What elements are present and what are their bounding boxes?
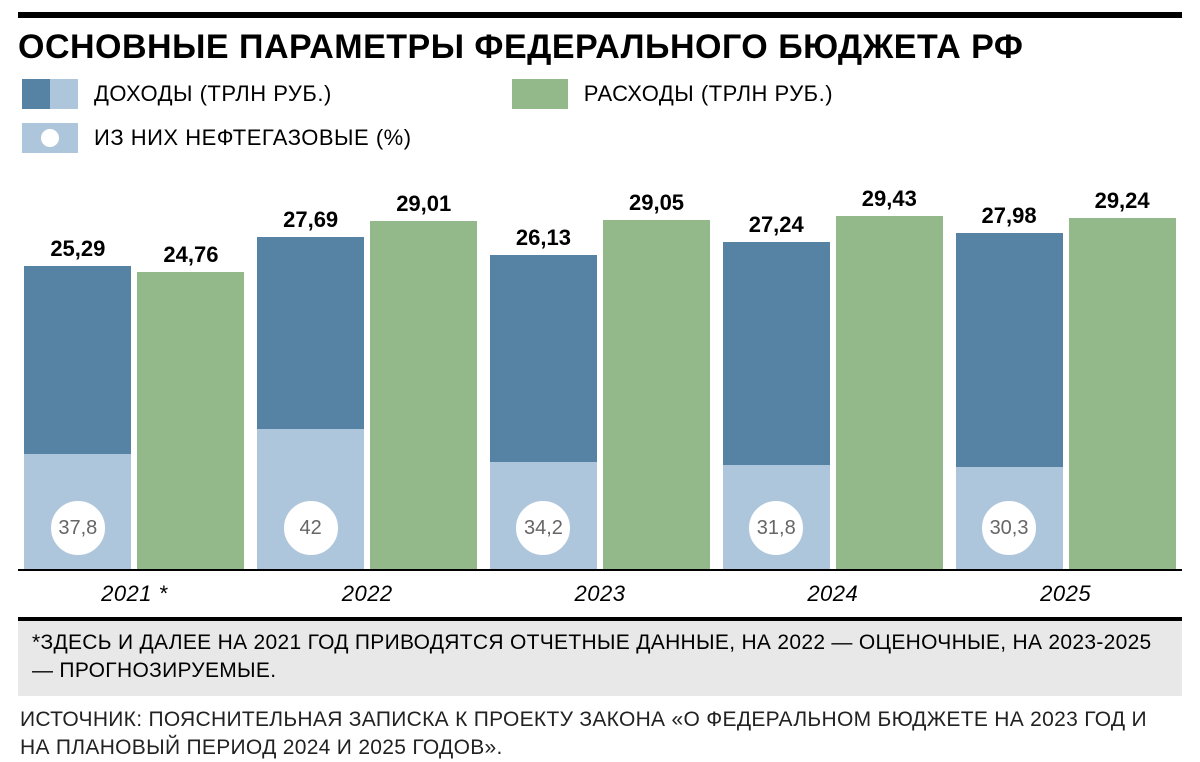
oilgas-circle: 30,3 xyxy=(978,497,1040,559)
year-group: 26,13 34,2 29,05 xyxy=(484,171,717,569)
income-bar-top xyxy=(723,242,830,465)
expense-value-label: 29,24 xyxy=(1095,188,1150,214)
income-bar-top xyxy=(257,237,364,430)
legend-oilgas-circle-icon xyxy=(38,126,62,150)
footnote: *ЗДЕСЬ И ДАЛЕЕ НА 2021 ГОД ПРИВОДЯТСЯ ОТ… xyxy=(18,621,1182,696)
expense-value-label: 24,76 xyxy=(163,242,218,268)
legend: ДОХОДЫ (ТРЛН РУБ.) РАСХОДЫ (ТРЛН РУБ.) И… xyxy=(18,79,1182,153)
income-value-label: 27,98 xyxy=(982,203,1037,229)
expense-bar: 29,01 xyxy=(370,171,477,569)
income-bar: 26,13 34,2 xyxy=(490,171,597,569)
income-value-label: 27,24 xyxy=(749,212,804,238)
expense-bar: 24,76 xyxy=(137,171,244,569)
oilgas-circle: 42 xyxy=(280,497,342,559)
expense-bar: 29,43 xyxy=(836,171,943,569)
legend-oilgas: ИЗ НИХ НЕФТЕГАЗОВЫЕ (%) xyxy=(22,123,1182,153)
x-axis-label: 2024 xyxy=(716,571,949,617)
chart-title: ОСНОВНЫЕ ПАРАМЕТРЫ ФЕДЕРАЛЬНОГО БЮДЖЕТА … xyxy=(18,28,1182,67)
year-group: 25,29 37,8 24,76 xyxy=(18,171,251,569)
oilgas-circle: 37,8 xyxy=(47,497,109,559)
income-value-label: 26,13 xyxy=(516,225,571,251)
expense-value-label: 29,05 xyxy=(629,190,684,216)
income-bar-top xyxy=(956,233,1063,467)
income-bar-top xyxy=(490,255,597,461)
income-bar: 25,29 37,8 xyxy=(24,171,131,569)
x-axis: 2021 *2022202320242025 xyxy=(18,571,1182,621)
legend-income-label: ДОХОДЫ (ТРЛН РУБ.) xyxy=(94,81,332,107)
income-bar-top xyxy=(24,266,131,455)
year-group: 27,69 42 29,01 xyxy=(251,171,484,569)
legend-oilgas-swatch xyxy=(22,123,78,153)
x-axis-label: 2021 * xyxy=(18,571,251,617)
expense-value-label: 29,43 xyxy=(862,186,917,212)
legend-expense-label: РАСХОДЫ (ТРЛН РУБ.) xyxy=(584,81,833,107)
oilgas-circle: 31,8 xyxy=(745,497,807,559)
x-axis-label: 2023 xyxy=(484,571,717,617)
income-value-label: 27,69 xyxy=(283,207,338,233)
expense-value-label: 29,01 xyxy=(396,191,451,217)
oilgas-circle: 34,2 xyxy=(512,497,574,559)
income-value-label: 25,29 xyxy=(50,236,105,262)
year-group: 27,98 30,3 29,24 xyxy=(949,171,1182,569)
income-bar: 27,24 31,8 xyxy=(723,171,830,569)
income-bar: 27,69 42 xyxy=(257,171,364,569)
expense-bar: 29,24 xyxy=(1069,171,1176,569)
legend-income: ДОХОДЫ (ТРЛН РУБ.) xyxy=(22,79,332,109)
chart-area: 25,29 37,8 24,76 27,69 42 29,01 26,13 34,2 29,05… xyxy=(18,171,1182,571)
x-axis-label: 2025 xyxy=(949,571,1182,617)
x-axis-label: 2022 xyxy=(251,571,484,617)
legend-income-swatch xyxy=(22,79,78,109)
source-text: ИСТОЧНИК: ПОЯСНИТЕЛЬНАЯ ЗАПИСКА К ПРОЕКТ… xyxy=(18,702,1182,762)
legend-expense-swatch xyxy=(512,79,568,109)
income-bar: 27,98 30,3 xyxy=(956,171,1063,569)
top-rule xyxy=(18,12,1182,18)
year-group: 27,24 31,8 29,43 xyxy=(716,171,949,569)
legend-expense: РАСХОДЫ (ТРЛН РУБ.) xyxy=(512,79,833,109)
legend-oilgas-label: ИЗ НИХ НЕФТЕГАЗОВЫЕ (%) xyxy=(94,125,412,151)
expense-bar: 29,05 xyxy=(603,171,710,569)
